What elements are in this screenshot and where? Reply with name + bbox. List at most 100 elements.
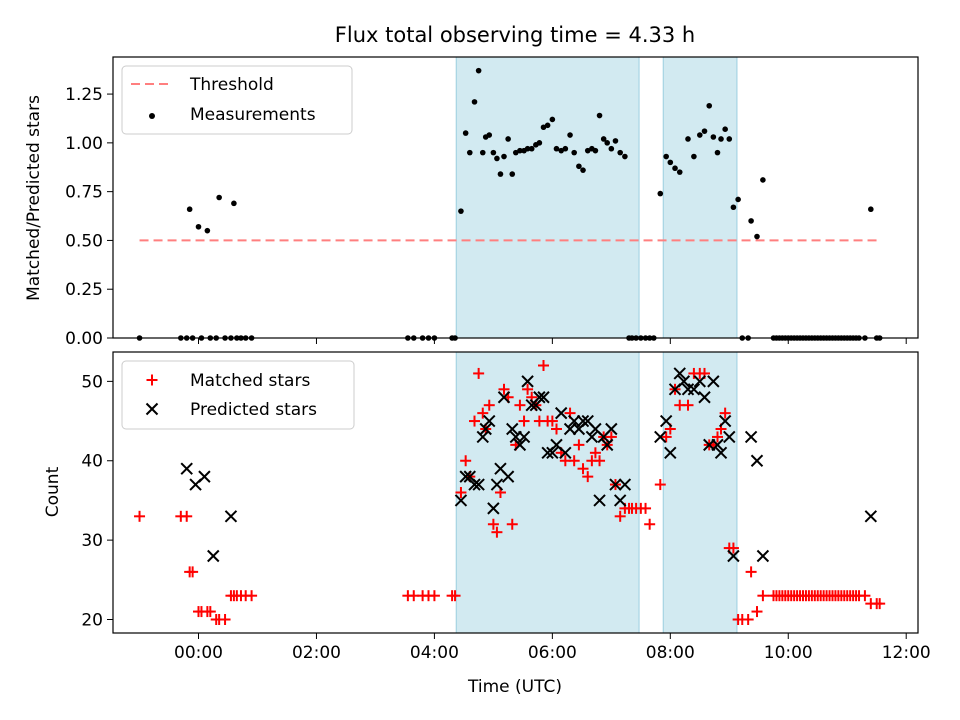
top-shaded-span-1 (455, 56, 640, 339)
predicted-star-point (600, 438, 614, 452)
matched-star-point (682, 399, 694, 411)
top-ytick-label: 0.75 (65, 183, 103, 203)
measurement-point (562, 145, 569, 152)
measurement-point (754, 233, 760, 240)
top-ylabel: Matched/Predicted stars (24, 95, 44, 301)
measurement-point (204, 227, 211, 234)
measurement-point (195, 223, 202, 230)
measurement-point (505, 136, 511, 142)
matched-star-point (654, 479, 666, 491)
matched-star-point (187, 566, 199, 578)
bottom-ylabel: Count (43, 466, 63, 517)
bottom-panel: 20 30 40 50 00:00 02:00 04:00 06:00 08:00 10:00 12… (43, 351, 931, 697)
predicted-star-point (654, 430, 667, 444)
matched-star-point (538, 359, 550, 371)
predicted-star-point (487, 502, 500, 515)
measurement-point (718, 136, 724, 142)
measurement-point (701, 128, 708, 134)
top-shaded-span-2 (662, 56, 738, 339)
measurement-point (471, 99, 478, 105)
measurement-point (667, 159, 674, 166)
legend-predicted-label: Predicted stars (190, 400, 317, 420)
measurement-point (617, 149, 623, 156)
measurement-point (462, 130, 469, 136)
predicted-star-point (483, 414, 496, 428)
measurement-point (524, 145, 531, 152)
matched-star-point (742, 614, 754, 626)
predicted-star-point (744, 430, 758, 444)
matched-star-point (219, 614, 231, 626)
measurement-point (748, 218, 754, 224)
predicted-star-point (718, 414, 732, 428)
matched-star-point (582, 471, 594, 483)
measurement-point (672, 165, 678, 172)
bot-xtick-label: 00:00 (174, 643, 223, 663)
matched-star-point (594, 455, 606, 467)
predicted-star-point (714, 446, 728, 460)
matched-star-point (498, 383, 510, 395)
bot-ytick-label: 50 (81, 372, 103, 392)
measurement-point (567, 132, 573, 138)
matched-star-point (660, 431, 672, 443)
bot-ytick-label: 30 (81, 531, 103, 551)
predicted-star-point (559, 446, 572, 460)
matched-star-point (204, 606, 216, 618)
legend-matched-swatch (146, 374, 158, 386)
predicted-star-point (567, 414, 581, 428)
measurement-point (497, 171, 504, 177)
measurement-point (600, 136, 607, 142)
measurement-point (216, 194, 222, 201)
predicted-star-point (517, 430, 531, 444)
predicted-star-point (546, 446, 559, 460)
matched-star-points (134, 359, 886, 626)
top-ytick-label: 0.50 (65, 231, 103, 251)
predicted-star-point (198, 470, 211, 483)
bot-xtick-label: 04:00 (410, 643, 459, 663)
legend-predicted-swatch (145, 402, 159, 416)
measurement-point (604, 140, 611, 146)
bot-xtick-label: 12:00 (882, 643, 931, 663)
bot-ytick-label: 40 (81, 452, 103, 472)
predicted-star-point (180, 462, 193, 475)
measurement-point (685, 136, 691, 142)
predicted-star-point (521, 375, 534, 388)
matched-star-point (134, 510, 146, 522)
measurement-point (490, 149, 497, 156)
bot-xtick-label: 02:00 (292, 643, 341, 663)
predicted-star-point (750, 454, 764, 467)
matched-star-point (546, 415, 558, 427)
matched-star-point (727, 542, 739, 554)
measurement-point (458, 208, 464, 214)
matched-star-point (460, 455, 472, 467)
matched-star-point (573, 439, 585, 451)
predicted-star-point (554, 406, 568, 420)
predicted-star-point (476, 430, 489, 444)
legend-predicted-marker (145, 402, 159, 416)
bot-shaded-span-2 (662, 351, 738, 634)
predicted-star-point (513, 438, 527, 452)
bottom-axis-ticks: 20 30 40 50 00:00 02:00 04:00 06:00 08:00 10:00 12… (81, 372, 930, 663)
matched-star-point (514, 399, 526, 411)
measurement-point (608, 145, 615, 152)
measurement-point (553, 145, 560, 152)
top-plot-frame (112, 56, 919, 339)
predicted-star-point (687, 383, 701, 396)
measurement-point (730, 204, 737, 211)
legend-threshold-label: Threshold (189, 75, 274, 95)
bottom-xlabel: Time (UTC) (467, 677, 562, 697)
predicted-star-point (698, 391, 711, 404)
predicted-star-point (224, 510, 238, 523)
measurement-point (580, 167, 586, 173)
predicted-star-point (673, 367, 686, 380)
figure-title: Flux total observing time = 4.33 h (335, 23, 695, 47)
bottom-plot-frame (112, 351, 919, 634)
matched-star-point (719, 407, 731, 419)
measurement-point (528, 145, 535, 152)
matched-star-point (874, 598, 886, 610)
matched-star-point (518, 415, 530, 427)
top-panel: 0.00 0.25 0.50 0.75 1.00 1.25 Matched/Predict… (24, 56, 919, 349)
predicted-star-point (681, 383, 695, 396)
measurement-point (710, 134, 717, 140)
predicted-star-point (613, 494, 627, 507)
